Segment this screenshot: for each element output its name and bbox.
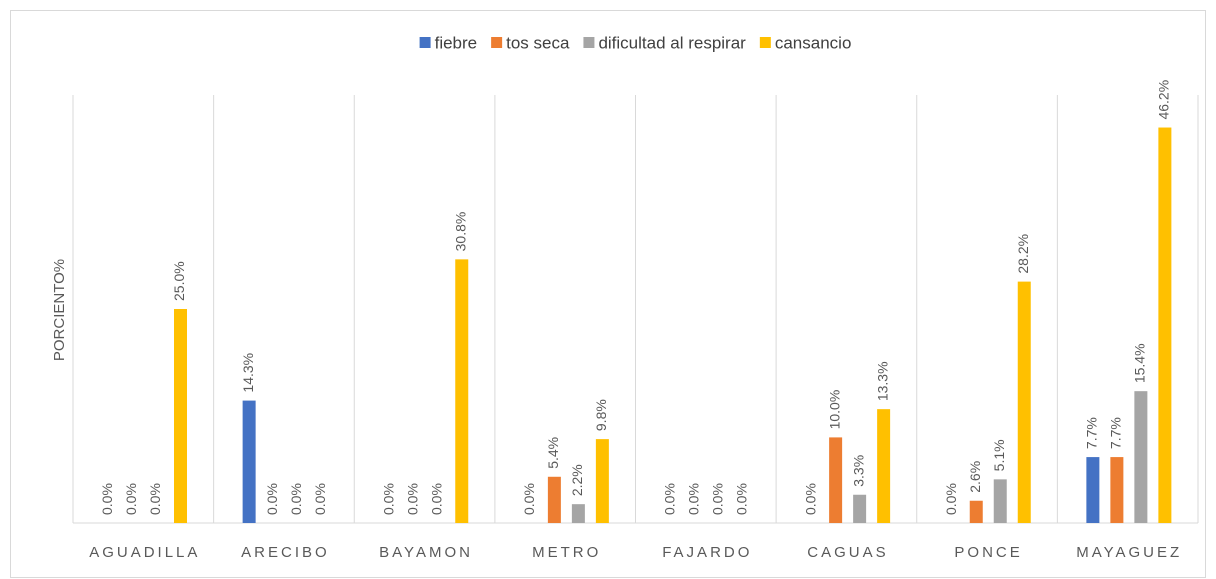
data-label: 0.0% [404, 483, 420, 515]
legend-swatch [583, 37, 595, 48]
x-tick-label: FAJARDO [662, 544, 752, 561]
data-label: 0.0% [662, 483, 678, 515]
x-tick-label: BAYAMON [379, 544, 473, 561]
data-label: 15.4% [1132, 343, 1148, 383]
legend-swatch [759, 37, 771, 48]
bar [1134, 391, 1148, 523]
data-label: 0.0% [264, 483, 280, 515]
data-label: 30.8% [452, 212, 468, 252]
bar [1086, 457, 1100, 523]
data-label: 0.0% [288, 483, 304, 515]
data-label: 0.0% [521, 483, 537, 515]
bar [571, 504, 585, 523]
bar [829, 437, 843, 523]
bar [969, 500, 983, 523]
legend-label: fiebre [435, 33, 478, 52]
data-label: 0.0% [943, 483, 959, 515]
bar [242, 400, 256, 523]
data-label: 25.0% [171, 261, 187, 301]
data-label: 0.0% [123, 483, 139, 515]
data-label: 0.0% [312, 483, 328, 515]
bar [993, 479, 1007, 523]
legend-swatch [491, 37, 503, 48]
bar [1017, 281, 1031, 523]
bar [1110, 457, 1124, 523]
data-label: 0.0% [686, 483, 702, 515]
legend-label: dificultad al respirar [598, 33, 746, 52]
bar [174, 309, 187, 523]
data-label: 5.1% [991, 439, 1007, 471]
data-label: 0.0% [802, 483, 818, 515]
data-label: 46.2% [1156, 80, 1172, 120]
data-label: 14.3% [240, 353, 256, 393]
data-label: 0.0% [99, 483, 115, 515]
legend-label: tos seca [506, 33, 570, 52]
data-label: 7.7% [1084, 417, 1100, 449]
x-tick-label: MAYAGUEZ [1076, 544, 1182, 561]
x-tick-label: PONCE [954, 544, 1022, 561]
data-label: 7.7% [1108, 417, 1124, 449]
bar [547, 476, 561, 523]
data-label: 5.4% [545, 437, 561, 469]
data-label: 0.0% [428, 483, 444, 515]
x-tick-label: METRO [532, 544, 601, 561]
bar [595, 439, 609, 523]
bar [877, 409, 891, 523]
data-label: 0.0% [380, 483, 396, 515]
data-label: 2.2% [569, 464, 585, 496]
data-label: 28.2% [1015, 234, 1031, 274]
bar [1158, 127, 1172, 523]
legend-label: cansancio [775, 33, 852, 52]
x-tick-label: CAGUAS [807, 544, 888, 561]
data-label: 10.0% [826, 390, 842, 430]
legend-swatch [419, 37, 431, 48]
bar [853, 494, 867, 523]
data-label: 0.0% [734, 483, 750, 515]
bar [455, 259, 469, 523]
data-label: 0.0% [710, 483, 726, 515]
x-tick-label: AGUADILLA [89, 544, 200, 561]
data-label: 3.3% [850, 455, 866, 487]
data-label: 0.0% [147, 483, 163, 515]
x-tick-label: ARECIBO [241, 544, 330, 561]
data-label: 2.6% [967, 461, 983, 493]
y-axis-label: PORCIENTO% [51, 259, 68, 361]
data-label: 13.3% [874, 361, 890, 401]
data-label: 9.8% [593, 399, 609, 431]
